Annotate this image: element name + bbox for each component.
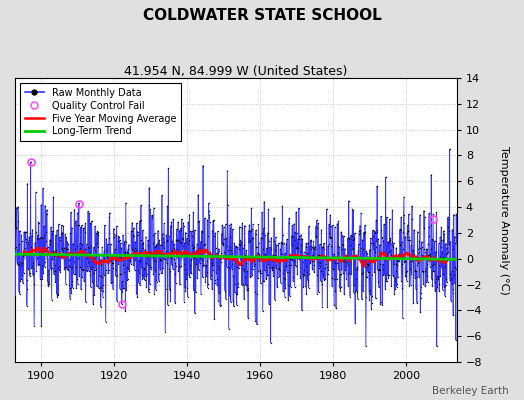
Text: Berkeley Earth: Berkeley Earth <box>432 386 508 396</box>
Title: 41.954 N, 84.999 W (United States): 41.954 N, 84.999 W (United States) <box>124 65 347 78</box>
Legend: Raw Monthly Data, Quality Control Fail, Five Year Moving Average, Long-Term Tren: Raw Monthly Data, Quality Control Fail, … <box>20 83 181 141</box>
Text: COLDWATER STATE SCHOOL: COLDWATER STATE SCHOOL <box>143 8 381 23</box>
Y-axis label: Temperature Anomaly (°C): Temperature Anomaly (°C) <box>499 146 509 294</box>
